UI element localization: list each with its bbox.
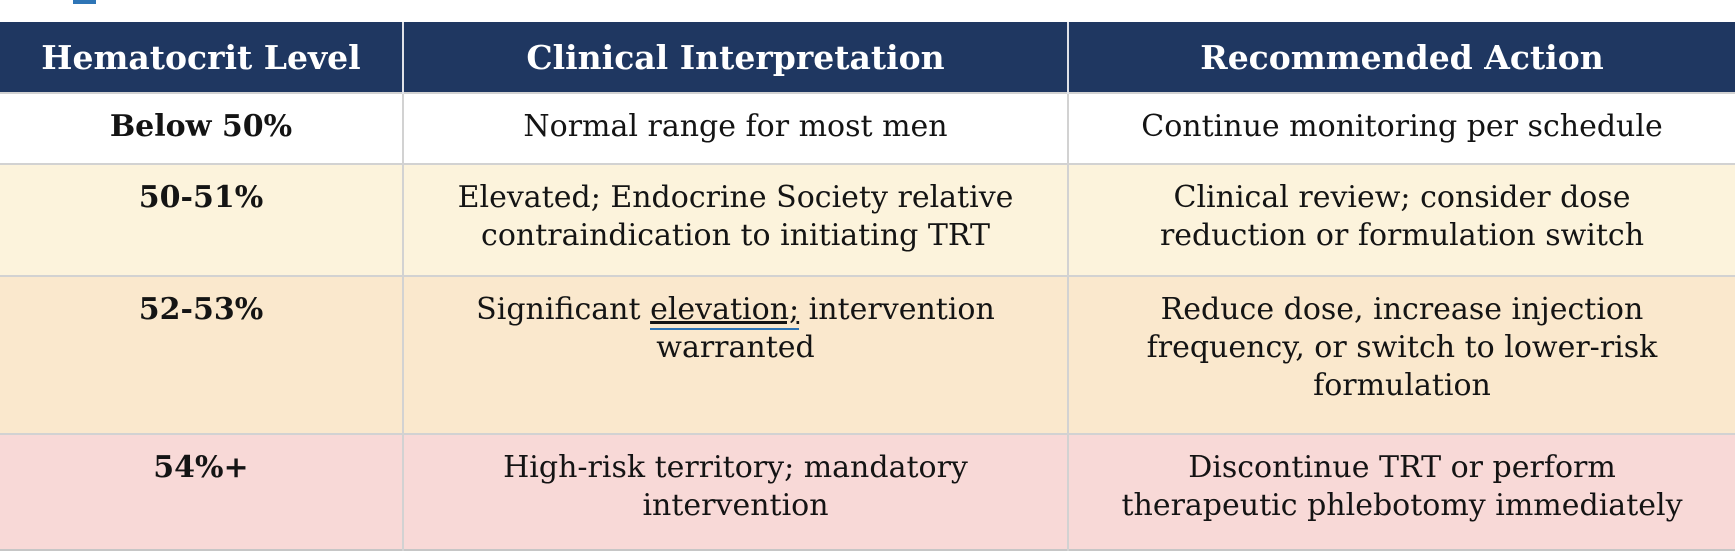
interpretation-text-after: intervention warranted — [656, 292, 995, 365]
header-recommended-action: Recommended Action — [1067, 22, 1735, 93]
cell-level: Below 50% — [0, 92, 403, 164]
cell-interpretation: Significant elevation; intervention warr… — [402, 275, 1068, 434]
cell-level: 54%+ — [0, 433, 403, 550]
clipped-blue-element — [73, 0, 96, 4]
cell-action: Clinical review; consider dose reduction… — [1067, 163, 1735, 276]
header-clinical-interpretation: Clinical Interpretation — [402, 22, 1068, 93]
header-hematocrit-level: Hematocrit Level — [41, 37, 361, 77]
hematocrit-table: Hematocrit Level Clinical Interpretation… — [0, 22, 1735, 551]
cell-level: 50-51% — [0, 163, 403, 276]
table-header-row: Hematocrit Level Clinical Interpretation… — [0, 22, 1735, 93]
cell-interpretation: Normal range for most men — [402, 92, 1068, 164]
cell-action: Continue monitoring per schedule — [1067, 92, 1735, 164]
table-row: Below 50% Normal range for most men Cont… — [0, 92, 1735, 164]
elevation-link[interactable]: elevation; — [650, 292, 800, 330]
cell-action: Reduce dose, increase injection frequenc… — [1067, 275, 1735, 434]
cell-interpretation: Elevated; Endocrine Society relative con… — [402, 163, 1068, 276]
cell-level: 52-53% — [0, 275, 403, 434]
table-row: 50-51% Elevated; Endocrine Society relat… — [0, 163, 1735, 276]
interpretation-text-before: Significant — [476, 292, 651, 327]
cell-interpretation: High-risk territory; mandatory intervent… — [402, 433, 1068, 550]
cell-action: Discontinue TRT or perform therapeutic p… — [1067, 433, 1735, 550]
table-row: 52-53% Significant elevation; interventi… — [0, 275, 1735, 434]
table-row: 54%+ High-risk territory; mandatory inte… — [0, 433, 1735, 550]
